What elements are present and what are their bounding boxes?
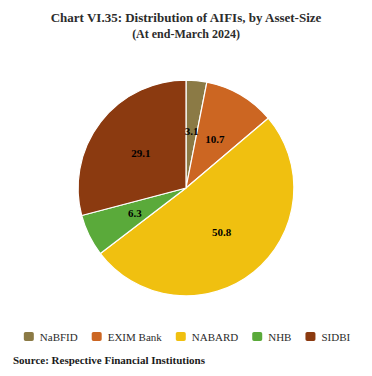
svg-text:SIDBI: SIDBI bbox=[321, 331, 350, 343]
svg-text:10.7: 10.7 bbox=[205, 133, 225, 145]
svg-text:NaBFID: NaBFID bbox=[40, 331, 78, 343]
svg-text:6.3: 6.3 bbox=[128, 207, 142, 219]
svg-text:29.1: 29.1 bbox=[131, 147, 150, 159]
svg-text:50.8: 50.8 bbox=[212, 226, 232, 238]
svg-text:NABARD: NABARD bbox=[192, 331, 239, 343]
svg-text:Source: Respective Financial I: Source: Respective Financial Institution… bbox=[13, 354, 206, 366]
svg-text:(At end-March 2024): (At end-March 2024) bbox=[132, 27, 240, 41]
svg-text:3.1: 3.1 bbox=[185, 125, 199, 137]
svg-text:EXIM Bank: EXIM Bank bbox=[108, 331, 163, 343]
svg-text:NHB: NHB bbox=[268, 331, 291, 343]
svg-text:Chart VI.35: Distribution of A: Chart VI.35: Distribution of AIFIs, by A… bbox=[51, 10, 322, 25]
